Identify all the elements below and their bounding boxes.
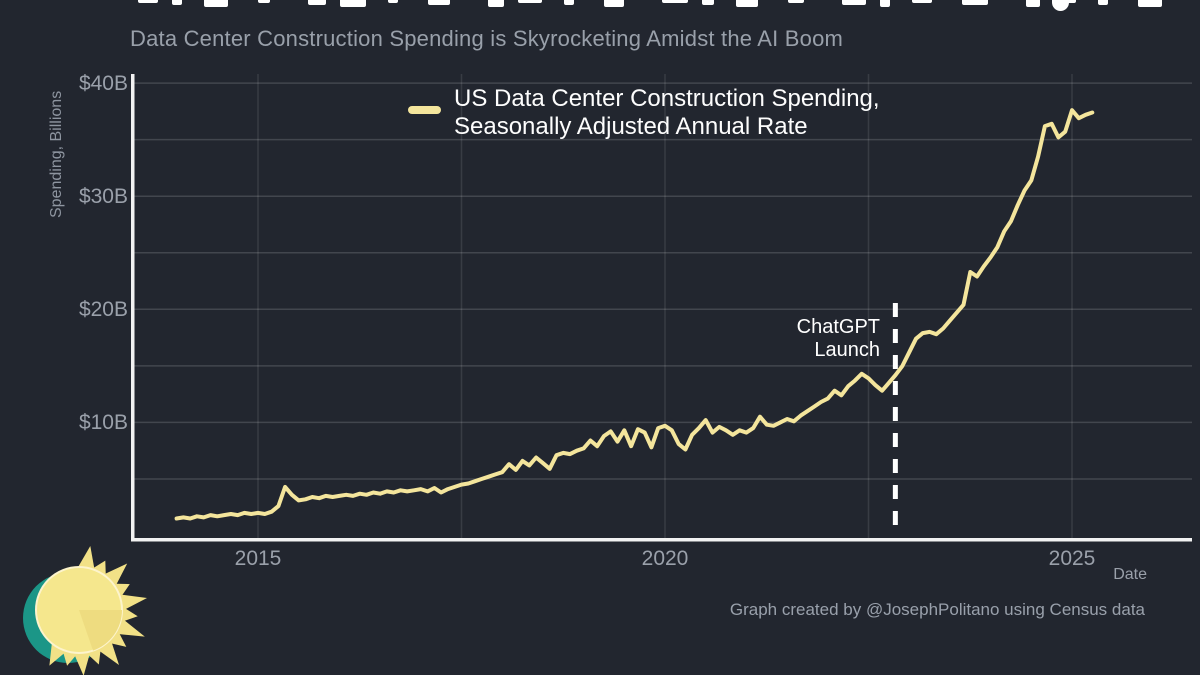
- credit-text: Graph created by @JosephPolitano using C…: [729, 600, 1145, 619]
- logo-ray: [76, 546, 95, 573]
- logo-sun-shade-wedge: [79, 610, 122, 651]
- headline-glyph-fragment: [258, 0, 270, 3]
- headline-glyph-fragment: [204, 0, 228, 7]
- clipped-headline: [0, 0, 1200, 12]
- headline-glyph-fragment: [428, 0, 450, 5]
- headline-glyph-fragment: [340, 0, 366, 7]
- headline-glyph-fragment: [604, 0, 624, 7]
- legend-label-line1: US Data Center Construction Spending,: [454, 85, 880, 112]
- x-axis-title: Date: [1113, 566, 1147, 583]
- spending-series-line: [174, 108, 1095, 521]
- headline-glyph-fragment: [702, 0, 714, 5]
- x-tick-label: 2015: [234, 547, 282, 570]
- legend-label-line2: Seasonally Adjusted Annual Rate: [454, 113, 808, 140]
- horizontal-gridlines: [134, 82, 1192, 480]
- legend-label: US Data Center Construction Spending, Se…: [454, 85, 880, 141]
- headline-glyph-fragment: [736, 0, 758, 7]
- sun-logo: [23, 546, 147, 675]
- headline-glyph-fragment: [388, 0, 398, 3]
- headline-glyph-fragment: [662, 0, 688, 3]
- vertical-gridlines: [257, 74, 1073, 538]
- headline-glyph-fragment: [962, 0, 988, 5]
- y-tick-label: $40B: [78, 72, 128, 96]
- x-tick-label: 2025: [1048, 547, 1096, 570]
- logo-ray: [116, 594, 147, 613]
- headline-glyph-fragment: [1026, 0, 1040, 7]
- headline-glyph-fragment: [564, 0, 574, 5]
- headline-glyph-fragment: [880, 0, 890, 7]
- legend-line-swatch: [408, 106, 441, 114]
- headline-glyph-fragment: [488, 0, 504, 7]
- headline-glyph-fragment: [308, 0, 326, 5]
- x-tick-label: 2020: [641, 547, 689, 570]
- axes: [131, 74, 1192, 542]
- annotation-line2: Launch: [814, 339, 880, 361]
- chatgpt-launch-annotation: ChatGPT Launch: [797, 316, 880, 362]
- legend: US Data Center Construction Spending, Se…: [408, 85, 880, 141]
- headline-glyph-fragment: [1098, 0, 1108, 5]
- y-tick-label: $10B: [78, 411, 128, 435]
- chart-subtitle: Data Center Construction Spending is Sky…: [130, 26, 844, 51]
- logo-ray: [72, 649, 91, 675]
- headline-glyph-fragment: [842, 0, 866, 5]
- headline-glyph-fragment: [912, 0, 932, 3]
- y-tick-label: $20B: [78, 298, 128, 322]
- headline-descender-fragment: [1052, 0, 1069, 11]
- headline-glyph-fragment: [1138, 0, 1162, 7]
- y-tick-label: $30B: [78, 185, 128, 209]
- logo-ray: [101, 563, 128, 589]
- headline-glyph-fragment: [788, 0, 804, 3]
- headline-glyph-fragment: [518, 0, 542, 3]
- annotation-line1: ChatGPT: [796, 316, 880, 338]
- headline-glyph-fragment: [138, 0, 158, 3]
- headline-glyph-fragment: [172, 0, 182, 5]
